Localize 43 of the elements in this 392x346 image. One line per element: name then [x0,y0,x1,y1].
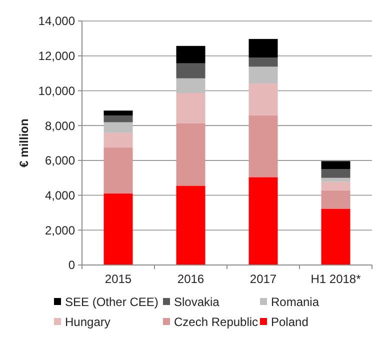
legend-label: Slovakia [174,295,220,310]
bar [321,169,350,178]
bar [321,161,350,170]
legend-label: Czech Republic [174,315,258,330]
bar [176,92,206,124]
bar [248,58,278,67]
y-tick-label: 0 [68,258,76,272]
legend-label: Poland [271,315,308,330]
x-tick-label: 2016 [177,272,204,286]
bar [104,122,133,133]
bar [321,182,350,190]
bar [104,132,133,148]
y-tick-label: 8,000 [44,118,76,133]
x-tick-label: H1 2018* [310,272,362,286]
y-axis-title: € million [17,118,31,168]
bar [248,115,278,178]
y-tick-label: 4,000 [44,188,76,202]
y-tick-label: 12,000 [38,49,76,64]
bar [321,178,350,182]
bar [176,186,206,265]
bar [248,66,278,84]
x-tick-label: 2015 [104,272,132,286]
bar [176,46,206,64]
bar [248,177,278,265]
bar [248,84,278,116]
bar [176,123,206,186]
y-tick-label: 2,000 [44,223,76,238]
bar [248,38,278,58]
bar [104,194,133,265]
y-tick-label: 14,000 [38,14,76,28]
legend-label: Romania [271,295,320,310]
bar [321,190,350,209]
bar [321,208,350,265]
legend-label: Hungary [65,315,110,330]
y-tick-label: 6,000 [44,154,76,168]
y-tick-label: 10,000 [38,84,76,98]
bar [176,78,206,93]
legend-label: SEE (Other CEE) [65,295,158,310]
bar [104,148,133,194]
bar [176,63,206,78]
bar [104,110,133,116]
x-tick-label: 2017 [250,272,277,286]
bar [104,115,133,122]
